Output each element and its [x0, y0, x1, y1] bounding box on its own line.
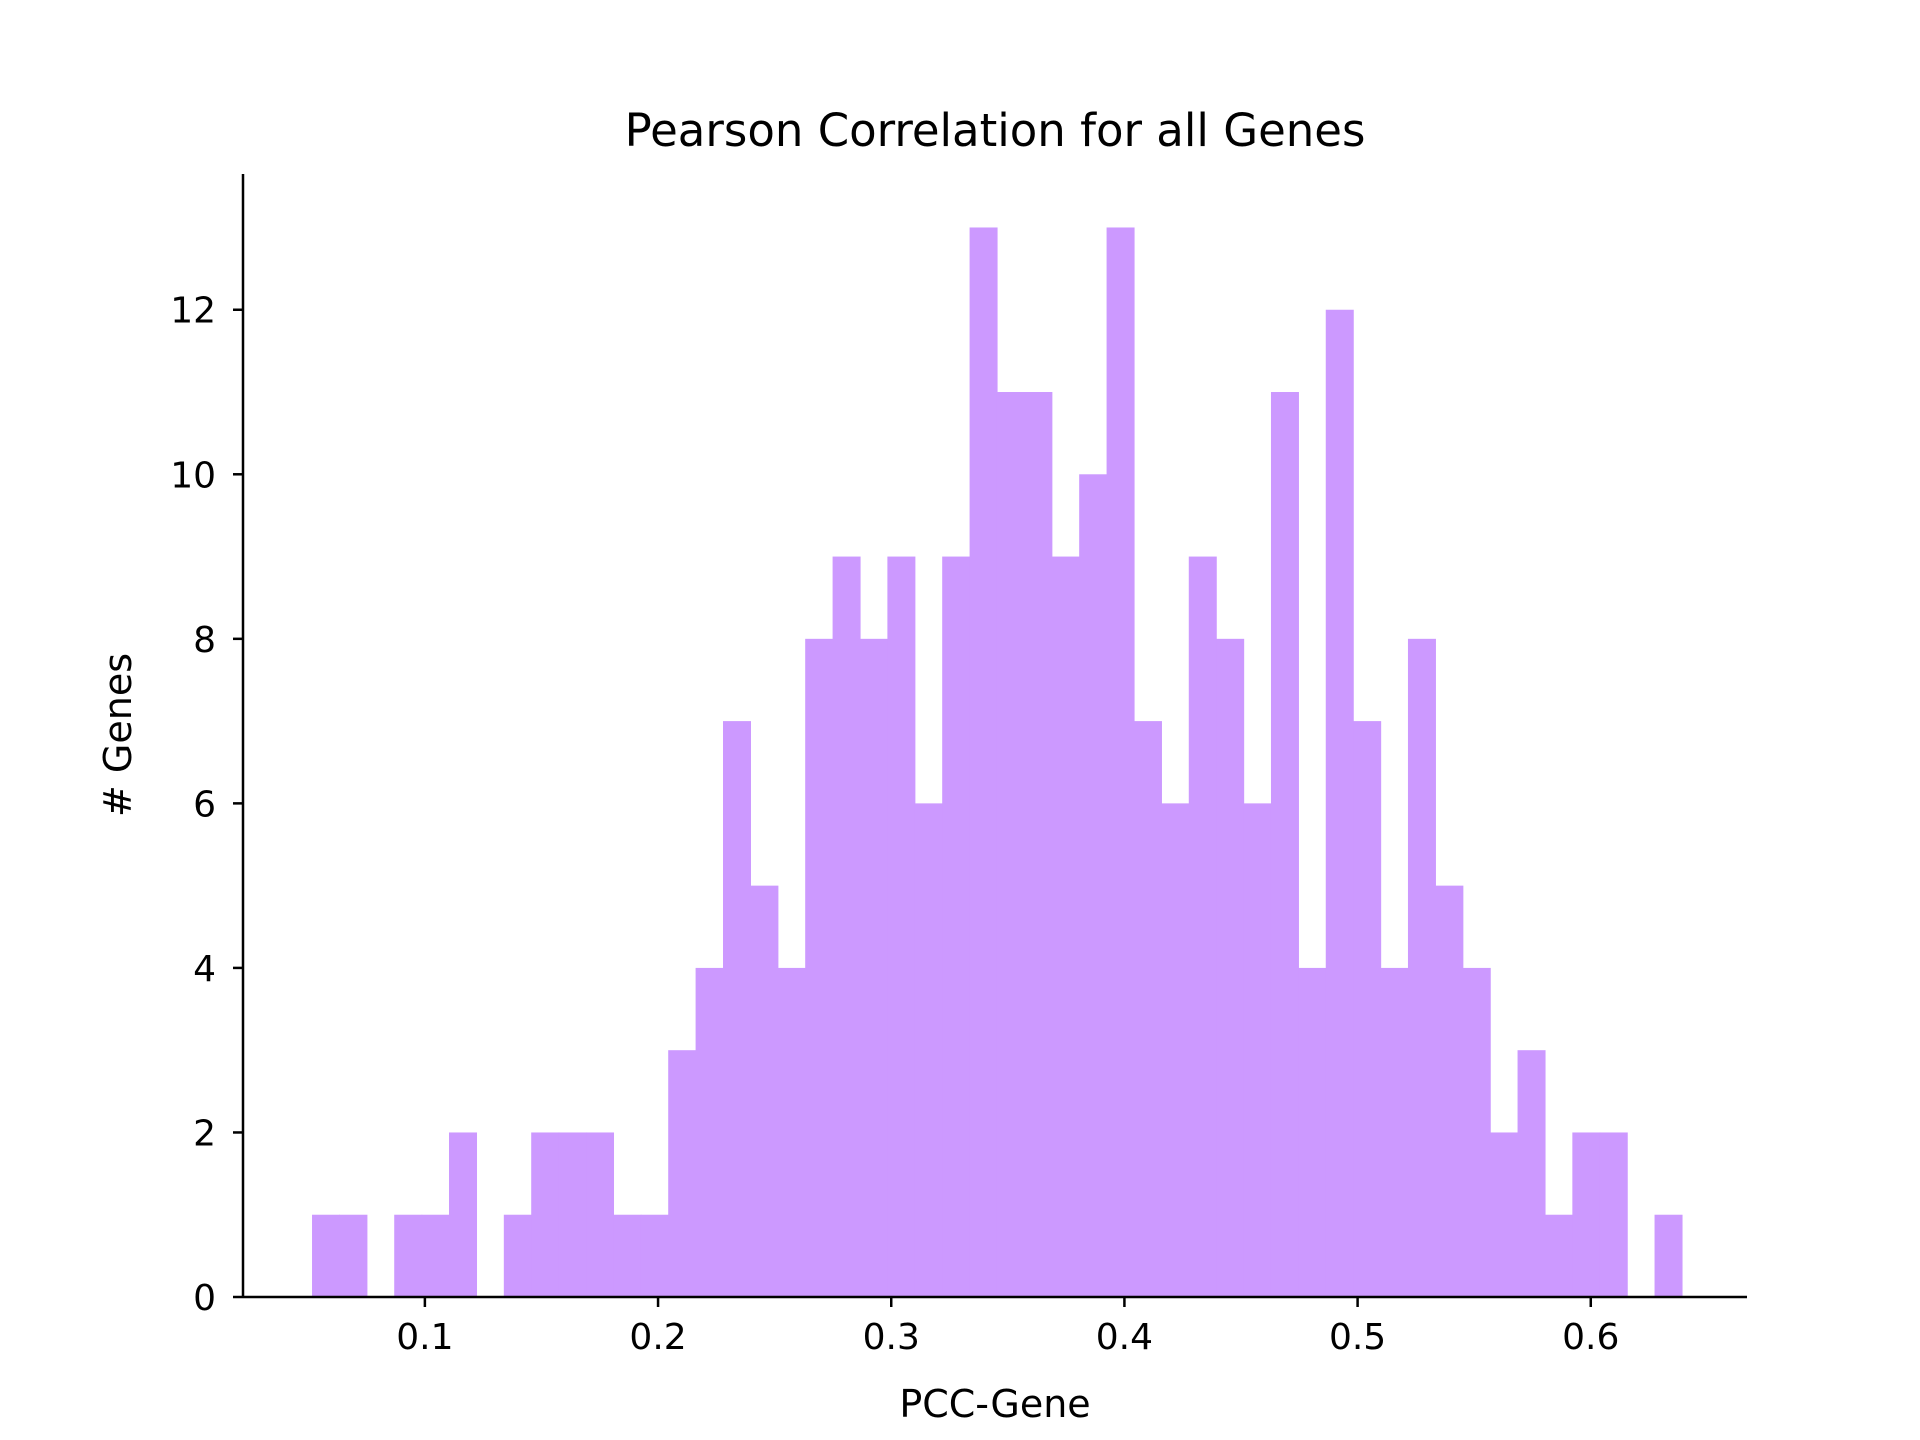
y-axis-ticks: 0 2 4 6 8 10 12	[170, 291, 243, 1319]
x-tick-label: 0.3	[863, 1317, 920, 1358]
histogram-bar	[832, 556, 861, 1297]
histogram-bar	[503, 1214, 532, 1297]
histogram-bar	[887, 556, 916, 1297]
histogram-bar	[1572, 1132, 1601, 1297]
histogram-bar	[1517, 1050, 1546, 1297]
x-axis-ticks: 0.1 0.2 0.3 0.4 0.5 0.6	[396, 1297, 1619, 1358]
histogram-bar	[1051, 556, 1080, 1297]
histogram-bar	[1133, 721, 1162, 1297]
histogram-bar	[1462, 967, 1491, 1297]
y-tick-label: 4	[193, 949, 216, 990]
y-tick-label: 6	[193, 784, 216, 825]
histogram-bar	[914, 803, 943, 1297]
histogram-bar	[750, 885, 779, 1297]
histogram-bar	[859, 638, 888, 1297]
y-tick-label: 10	[170, 455, 216, 496]
x-tick-label: 0.5	[1329, 1317, 1386, 1358]
histogram-bar	[695, 967, 724, 1297]
histogram-bar	[969, 227, 998, 1297]
histogram-bar	[805, 638, 834, 1297]
histogram-bar	[1298, 967, 1327, 1297]
histogram-bar	[1599, 1132, 1628, 1297]
histogram-bar	[1079, 474, 1108, 1297]
x-axis-label: PCC-Gene	[899, 1382, 1090, 1426]
histogram-bar	[394, 1214, 423, 1297]
y-tick-label: 8	[193, 620, 216, 661]
histogram-bar	[777, 967, 806, 1297]
histogram-bar	[1353, 721, 1382, 1297]
histogram-bar	[1161, 803, 1190, 1297]
histogram-bar	[996, 392, 1025, 1297]
histogram-bar	[1024, 392, 1053, 1297]
histogram-bar	[339, 1214, 368, 1297]
histogram-bar	[312, 1214, 341, 1297]
chart-title: Pearson Correlation for all Genes	[625, 104, 1366, 157]
x-tick-label: 0.6	[1562, 1317, 1619, 1358]
y-tick-label: 12	[170, 291, 216, 332]
histogram-bar	[722, 721, 751, 1297]
histogram-bar	[1654, 1214, 1683, 1297]
histogram-bar	[586, 1132, 615, 1297]
histogram-bar	[1270, 392, 1299, 1297]
y-tick-label: 0	[193, 1278, 216, 1319]
histogram-bar	[1243, 803, 1272, 1297]
y-tick-label: 2	[193, 1113, 216, 1154]
histogram-bar	[531, 1132, 560, 1297]
histogram-bar	[640, 1214, 669, 1297]
histogram-bar	[613, 1214, 642, 1297]
histogram-bar	[668, 1050, 697, 1297]
y-axis-label: # Genes	[96, 653, 140, 817]
histogram-bar	[1435, 885, 1464, 1297]
histogram-bar	[942, 556, 971, 1297]
histogram-bar	[1544, 1214, 1573, 1297]
histogram-bar	[1106, 227, 1135, 1297]
x-tick-label: 0.4	[1096, 1317, 1153, 1358]
histogram-bar	[1380, 967, 1409, 1297]
histogram-bar	[1216, 638, 1245, 1297]
histogram-bar	[1325, 309, 1354, 1297]
x-tick-label: 0.1	[396, 1317, 453, 1358]
histogram-bar	[421, 1214, 450, 1297]
histogram-bar	[449, 1132, 478, 1297]
histogram-bars	[312, 227, 1683, 1297]
histogram-bar	[1188, 556, 1217, 1297]
histogram-bar	[558, 1132, 587, 1297]
histogram-bar	[1407, 638, 1436, 1297]
histogram-bar	[1490, 1132, 1519, 1297]
x-tick-label: 0.2	[629, 1317, 686, 1358]
